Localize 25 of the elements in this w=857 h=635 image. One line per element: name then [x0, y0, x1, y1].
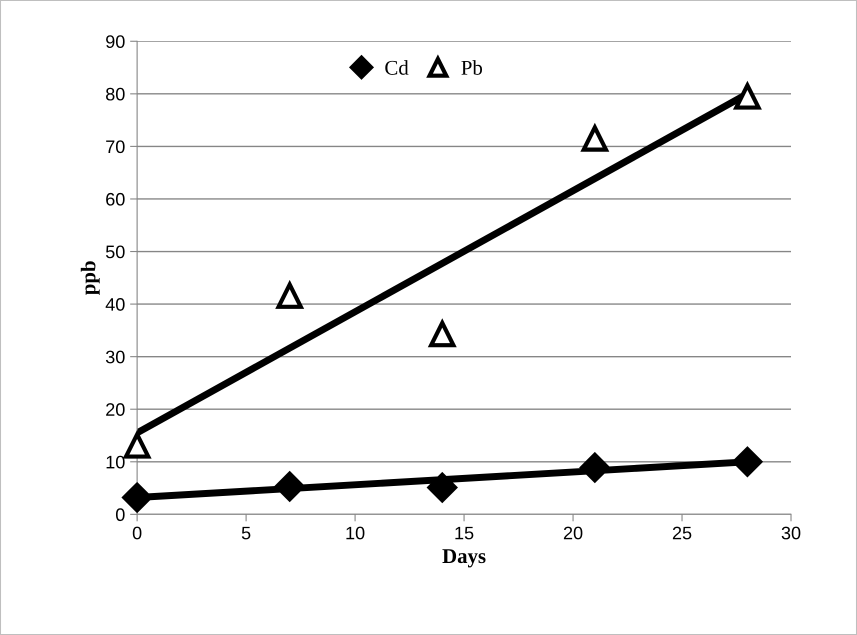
legend-label: Pb: [461, 60, 482, 75]
y-tick-label: 80: [106, 88, 125, 101]
y-tick-label: 10: [106, 456, 125, 469]
y-tick-label: 40: [106, 298, 125, 311]
y-axis-title: ppb: [80, 261, 100, 295]
x-axis-title: Days: [442, 549, 486, 568]
y-tick-label: 50: [106, 245, 125, 258]
x-tick-label: 10: [346, 526, 364, 540]
legend-label: Cd: [385, 60, 408, 75]
point: [580, 452, 610, 482]
point: [427, 472, 458, 502]
x-tick-label: 25: [672, 526, 692, 540]
y-tick-label: 0: [116, 508, 125, 522]
x-tick-label: 15: [455, 526, 474, 540]
y-tick-label: 90: [106, 35, 125, 48]
x-tick-label: 0: [132, 526, 142, 540]
point: [274, 472, 305, 502]
x-tick-label: 20: [564, 526, 582, 540]
y-tick-label: 30: [106, 350, 125, 364]
y-tick-label: 70: [106, 140, 125, 154]
x-tick-label: 30: [782, 526, 800, 540]
y-tick-label: 60: [106, 192, 125, 206]
x-tick-label: 5: [242, 526, 250, 540]
y-tick-label: 20: [106, 403, 125, 416]
point: [732, 446, 762, 477]
